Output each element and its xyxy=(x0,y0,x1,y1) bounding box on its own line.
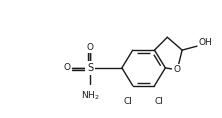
Text: O: O xyxy=(87,43,94,52)
Text: Cl: Cl xyxy=(155,97,164,106)
Text: O: O xyxy=(63,63,70,72)
Text: NH$_2$: NH$_2$ xyxy=(81,90,99,102)
Text: OH: OH xyxy=(199,38,213,47)
Text: O: O xyxy=(174,65,181,74)
Text: Cl: Cl xyxy=(123,97,132,106)
Text: S: S xyxy=(87,63,93,73)
